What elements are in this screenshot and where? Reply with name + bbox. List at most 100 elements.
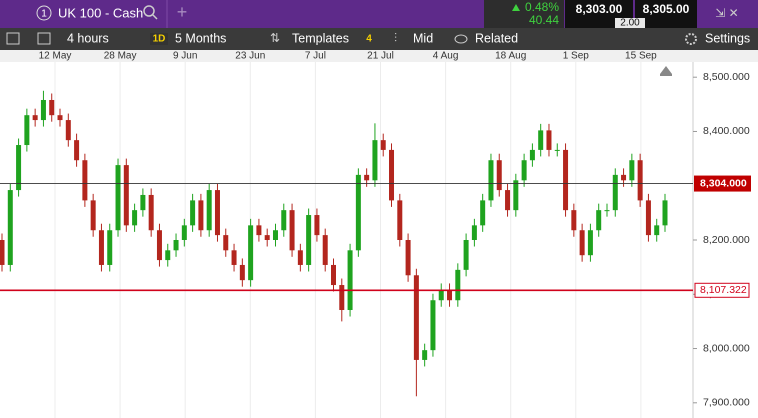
candle-body (662, 200, 668, 226)
related-icon (454, 34, 468, 44)
home-icon (660, 74, 672, 76)
change-pct: 0.48% (525, 0, 559, 14)
date-label: 15 Sep (625, 51, 657, 62)
candle-body (430, 300, 436, 351)
candle-body (347, 250, 353, 311)
candle-body (314, 215, 320, 236)
candle-body (554, 149, 560, 151)
candle-body (372, 140, 378, 181)
period[interactable]: 5 Months (175, 31, 226, 45)
candle-body (604, 210, 610, 212)
candle-body (16, 145, 22, 191)
candle-body (571, 210, 577, 231)
spread-box (615, 18, 645, 28)
price-axis (693, 62, 758, 418)
candle-body (24, 115, 30, 146)
sell-price[interactable]: 8,303.00 (576, 2, 623, 16)
spread: 2.00 (620, 18, 640, 29)
candle-body (596, 210, 602, 231)
price-tick-label: 8,400.000 (703, 125, 750, 137)
candle-body (488, 160, 494, 201)
date-label: 12 May (39, 51, 72, 62)
interval[interactable]: 4 hours (67, 31, 109, 45)
plot-area (0, 62, 693, 418)
candle-body (339, 285, 345, 311)
candle-body (65, 120, 71, 141)
price-tick-label: 8,000.000 (703, 342, 750, 354)
candle-body (538, 130, 544, 150)
date-label: 7 Jul (305, 51, 326, 62)
candle-body (74, 140, 80, 161)
candle-body (579, 230, 585, 256)
candle-body (413, 275, 419, 360)
candle-body (297, 250, 303, 265)
candle-body (256, 225, 262, 236)
date-axis (0, 50, 758, 62)
buy-price[interactable]: 8,305.00 (643, 2, 690, 16)
layout-icon[interactable] (37, 32, 51, 45)
tab-number: 1 (41, 9, 47, 20)
candle-body (239, 264, 245, 281)
candle-body (629, 160, 635, 181)
candle-body (563, 149, 569, 211)
window-buttons[interactable]: ⇲ ✕ (715, 6, 738, 20)
candle-body (389, 149, 395, 201)
candle-body (331, 264, 336, 286)
price-tick-label: 8,200.000 (703, 234, 750, 246)
level-label: 8,107.322 (700, 284, 747, 296)
candle-body (322, 235, 328, 265)
candle-body (231, 250, 237, 265)
candle-body (645, 200, 651, 236)
date-label: 21 Jul (367, 51, 394, 62)
date-label: 9 Jun (173, 51, 197, 62)
candle-body (637, 160, 643, 201)
search-icon[interactable] (143, 5, 155, 17)
candle-body (355, 174, 361, 251)
candle-body (281, 210, 287, 231)
candle-body (98, 230, 104, 265)
candle-body (364, 174, 370, 181)
home-icon[interactable] (660, 66, 672, 74)
candle-body (480, 200, 486, 226)
menu-icon[interactable] (6, 32, 20, 45)
current-price-box (694, 175, 751, 192)
settings[interactable]: Settings (705, 31, 750, 45)
candle-body (132, 210, 138, 226)
up-arrow (512, 4, 520, 11)
candle-body (513, 180, 519, 211)
price-type[interactable]: Mid (413, 31, 433, 45)
candle-body (272, 230, 278, 240)
candle-body (223, 235, 229, 251)
candle-body (264, 235, 270, 240)
candle-body (546, 130, 552, 150)
candle-body (289, 210, 295, 251)
buy-button[interactable] (635, 0, 697, 28)
change-panel (484, 0, 564, 28)
add-tab[interactable]: + (177, 2, 188, 22)
templates-icon: ⇅ (270, 31, 280, 45)
instrument-name[interactable]: UK 100 - Cash (58, 5, 143, 20)
candle-body (49, 99, 55, 116)
candle-body (496, 160, 502, 191)
candle-body (471, 225, 477, 240)
candle-body (654, 225, 660, 236)
candle-body (140, 194, 146, 211)
candle-body (521, 160, 527, 181)
related[interactable]: Related (475, 31, 518, 45)
date-label: 1 Sep (563, 51, 590, 62)
tab-circle (36, 5, 52, 21)
candle-body (7, 190, 13, 265)
date-label: 4 Aug (433, 51, 459, 62)
templates[interactable]: Templates (292, 31, 349, 45)
candle-body (306, 215, 312, 265)
date-label: 28 May (104, 51, 137, 62)
candle-body (206, 190, 212, 231)
candle-body (148, 194, 154, 231)
settings-icon (685, 33, 697, 45)
candle-body (529, 149, 535, 161)
candle-body (181, 225, 187, 240)
candle-body (447, 289, 453, 301)
candle-body (57, 115, 63, 121)
search-icon (152, 14, 158, 20)
